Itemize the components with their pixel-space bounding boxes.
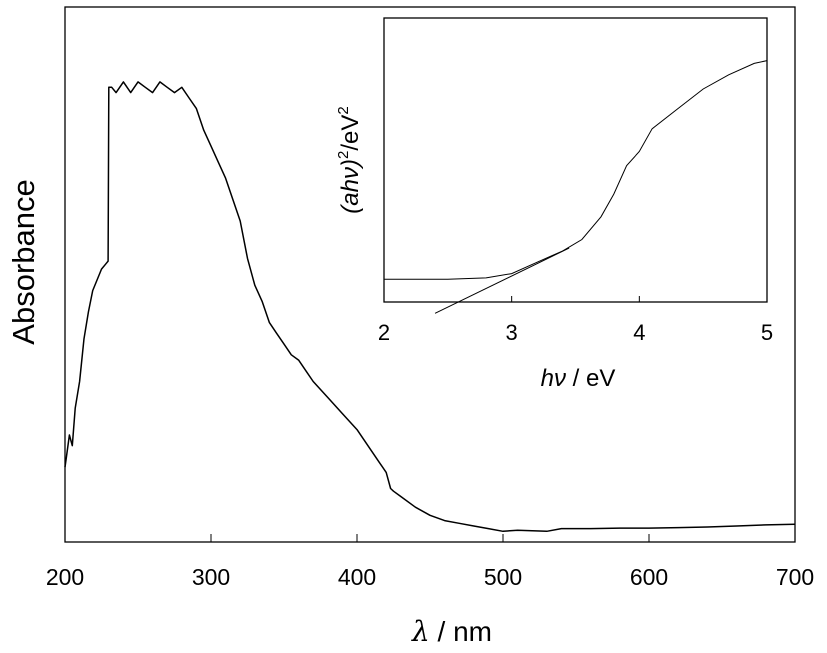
main-x-tick-label: 600 (630, 564, 668, 590)
main-x-axis-symbol: λ (411, 615, 430, 648)
main-x-tick-label: 300 (192, 564, 230, 590)
main-x-axis-label: λ / nm (411, 615, 492, 648)
inset-tauc-series (384, 60, 768, 280)
inset-y-axis-exp2: 2 (335, 106, 352, 114)
inset-y-axis-unit: /eV (337, 115, 364, 151)
inset-x-ticks: 2 3 4 5 (378, 296, 773, 345)
main-x-axis-unit: / nm (430, 616, 492, 647)
inset-y-axis-label: (ahν)2/eV2 (335, 106, 364, 213)
inset-tangent-line (434, 247, 570, 314)
inset-y-axis-exp1: 2 (335, 151, 352, 159)
inset-x-tick-label: 3 (506, 320, 518, 345)
inset-plot-frame (383, 17, 768, 303)
inset-x-tick-label: 4 (633, 320, 645, 345)
main-x-tick-label: 700 (776, 564, 814, 590)
inset-y-axis-base: (ahν) (337, 159, 364, 214)
main-plot-frame (64, 6, 796, 543)
inset-x-axis-unit: / eV (566, 365, 615, 392)
inset-x-axis-label: hν / eV (541, 365, 616, 392)
main-x-tick-label: 500 (484, 564, 522, 590)
main-y-axis-label: Absorbance (6, 179, 41, 344)
inset-x-tick-label: 2 (378, 320, 390, 345)
main-x-tick-label: 200 (46, 564, 84, 590)
inset-x-axis-symbol: hν (541, 365, 566, 392)
inset-x-tick-label: 5 (761, 320, 773, 345)
main-x-tick-label: 400 (338, 564, 376, 590)
main-x-ticks: 200 300 400 500 600 700 (46, 534, 814, 590)
main-absorbance-series (64, 81, 796, 533)
